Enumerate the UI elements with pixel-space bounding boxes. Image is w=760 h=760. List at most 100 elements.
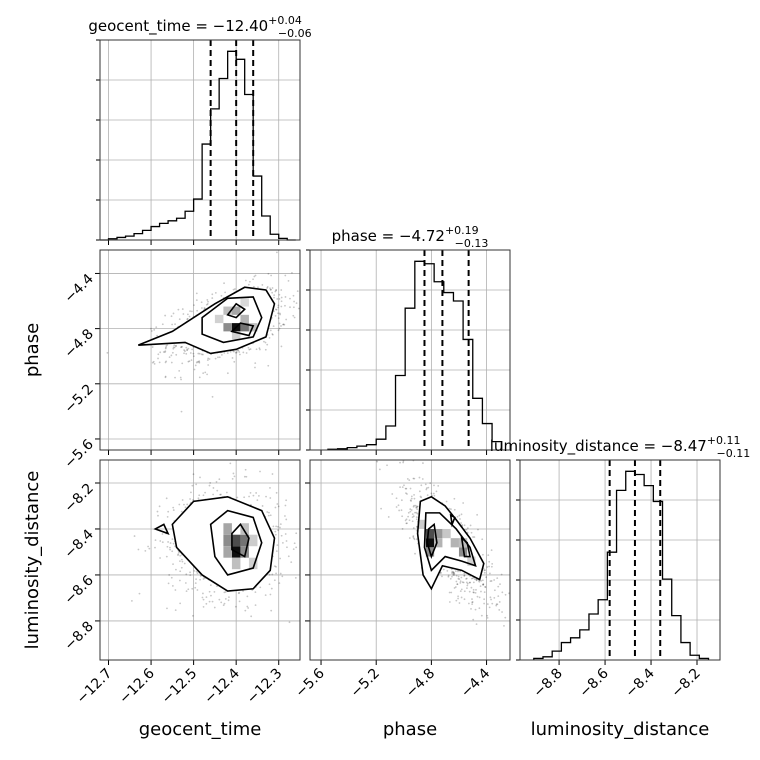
- sample-point: [161, 323, 164, 326]
- sample-point: [292, 314, 295, 317]
- sample-point: [244, 279, 247, 282]
- sample-point: [261, 284, 264, 286]
- sample-point: [191, 587, 194, 590]
- sample-point: [432, 492, 435, 495]
- sample-point: [481, 579, 484, 582]
- density-cell: [231, 331, 241, 340]
- sample-point: [206, 303, 209, 305]
- sample-point: [150, 330, 153, 332]
- sample-point: [259, 586, 262, 589]
- sample-point: [448, 507, 451, 510]
- sample-point: [276, 298, 279, 300]
- sample-point: [190, 310, 193, 313]
- sample-point: [269, 593, 272, 596]
- sample-point: [231, 478, 234, 480]
- sample-point: [213, 590, 216, 593]
- sample-point: [185, 573, 188, 576]
- sample-point: [412, 477, 415, 480]
- sample-point: [279, 313, 282, 316]
- sample-point: [460, 588, 463, 591]
- sample-point: [267, 514, 270, 517]
- sample-point: [285, 540, 288, 542]
- sample-point: [450, 591, 453, 594]
- sample-point: [475, 578, 478, 581]
- sample-point: [475, 623, 478, 626]
- sample-point: [253, 275, 256, 278]
- sample-point: [178, 503, 181, 506]
- sample-point: [181, 499, 184, 501]
- sample-point: [271, 333, 274, 336]
- sample-point: [472, 581, 475, 584]
- sample-point: [453, 572, 456, 575]
- sample-point: [154, 546, 156, 549]
- sample-point: [180, 346, 183, 348]
- sample-point: [211, 600, 214, 603]
- sample-point: [450, 508, 452, 511]
- sample-point: [455, 599, 458, 602]
- y-tick-label: −4.8: [61, 326, 96, 361]
- sample-point: [420, 484, 423, 487]
- xlabel-luminosity-distance: luminosity_distance: [531, 719, 710, 740]
- sample-point: [214, 291, 217, 294]
- sample-point: [478, 580, 481, 583]
- sample-point: [409, 499, 412, 502]
- sample-point: [451, 570, 454, 573]
- sample-point: [174, 376, 176, 379]
- sample-point: [219, 493, 222, 496]
- sample-point: [471, 601, 474, 604]
- sample-point: [189, 574, 192, 577]
- sample-point: [197, 361, 200, 363]
- sample-point: [410, 509, 413, 511]
- sample-point: [280, 325, 282, 327]
- contour-line: [226, 302, 246, 319]
- sample-point: [314, 303, 316, 305]
- sample-point: [185, 346, 188, 349]
- sample-point: [380, 507, 382, 510]
- sample-point: [433, 484, 435, 487]
- sample-point: [202, 592, 204, 595]
- sample-point: [463, 572, 466, 575]
- sample-point: [198, 494, 201, 497]
- sample-point: [486, 603, 489, 605]
- sample-point: [238, 353, 241, 356]
- sample-point: [203, 307, 206, 309]
- sample-point: [269, 514, 272, 517]
- sample-point: [459, 580, 462, 583]
- sample-point: [255, 348, 258, 351]
- sample-point: [198, 376, 201, 379]
- sample-point: [259, 348, 261, 351]
- sample-point: [229, 462, 232, 465]
- sample-point: [406, 478, 409, 480]
- scatter-panel-phase-vs-geocent-time: −5.6 −5.2 −4.8 −4.4: [61, 249, 316, 472]
- sample-point: [153, 328, 156, 331]
- sample-point: [273, 294, 276, 297]
- sample-point: [398, 509, 401, 512]
- sample-point: [196, 589, 199, 591]
- sample-point: [179, 554, 182, 557]
- sample-point: [269, 288, 272, 291]
- sample-point: [473, 536, 476, 538]
- sample-point: [408, 479, 411, 482]
- sample-point: [297, 307, 300, 310]
- sample-point: [399, 461, 401, 464]
- density-cell: [434, 538, 443, 548]
- sample-point: [172, 506, 175, 509]
- sample-point: [425, 488, 428, 491]
- sample-point: [284, 304, 286, 307]
- sample-point: [474, 591, 477, 594]
- sample-point: [170, 354, 173, 357]
- sample-point: [268, 337, 271, 339]
- sample-point: [247, 346, 250, 349]
- sample-point: [180, 558, 183, 561]
- hist-step-phase: [327, 260, 503, 450]
- sample-point: [483, 591, 486, 594]
- sample-point: [496, 603, 499, 606]
- sample-point: [184, 582, 187, 584]
- density-cell: [417, 519, 426, 529]
- sample-point: [193, 570, 196, 572]
- panel-frame: [309, 459, 511, 661]
- sample-point: [496, 577, 499, 580]
- sample-point: [404, 519, 407, 522]
- sample-point: [161, 541, 164, 544]
- density-cell: [450, 538, 459, 548]
